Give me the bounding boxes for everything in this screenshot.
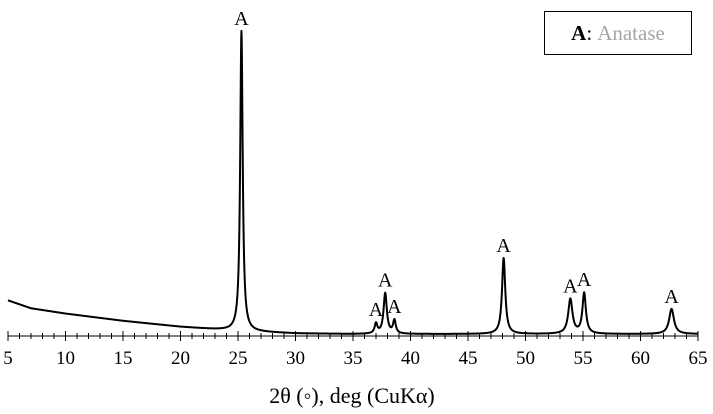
legend-key: A [571, 20, 587, 45]
legend-separator: : [586, 20, 593, 45]
x-tick-label: 45 [459, 348, 478, 369]
x-tick-label: 30 [286, 348, 305, 369]
x-tick-label: 60 [631, 348, 650, 369]
x-tick-label: 20 [171, 348, 190, 369]
peak-label: A [387, 296, 402, 318]
peak-label: A [563, 275, 578, 297]
peak-label: A [234, 8, 249, 30]
x-tick-label: 40 [401, 348, 420, 369]
x-axis-label: 2θ (◦), deg (CuKα) [269, 383, 435, 408]
x-tick-label: 10 [56, 348, 75, 369]
x-axis-tick-labels: 5 10 15 20 25 30 35 40 45 50 55 60 65 [3, 348, 707, 369]
peak-label: A [664, 286, 679, 308]
xrd-pattern-line [7, 29, 699, 335]
x-axis-ticks [7, 331, 699, 341]
x-tick-label: 25 [229, 348, 248, 369]
peak-label: A [577, 269, 592, 291]
x-tick-label: 55 [574, 348, 593, 369]
legend-phase-name: Anatase [597, 20, 665, 45]
x-tick-label: 35 [344, 348, 363, 369]
peak-label: A [496, 235, 511, 257]
peak-label: A [369, 299, 384, 321]
x-tick-label: 50 [516, 348, 535, 369]
peak-label: A [378, 270, 393, 292]
x-tick-label: 65 [689, 348, 708, 369]
x-tick-label: 15 [114, 348, 133, 369]
legend: A: Anatase [544, 11, 692, 55]
x-tick-label: 5 [3, 348, 13, 369]
